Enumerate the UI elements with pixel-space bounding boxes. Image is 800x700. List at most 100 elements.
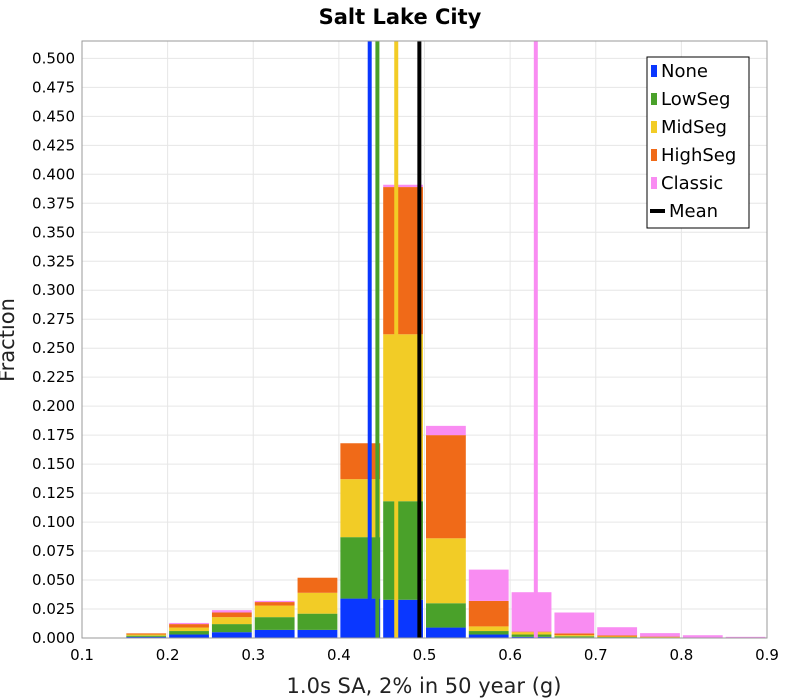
chart-title: Salt Lake City bbox=[319, 5, 482, 29]
bar-none-8 bbox=[468, 634, 509, 638]
y-tick-label: 0.175 bbox=[32, 426, 75, 444]
bar-lowseg-10 bbox=[554, 636, 595, 638]
bar-midseg-9 bbox=[511, 632, 552, 635]
bar-classic-1 bbox=[169, 622, 209, 625]
bar-classic-9 bbox=[511, 592, 552, 632]
x-axis-label: 1.0s SA, 2% in 50 year (g) bbox=[287, 674, 562, 698]
legend-label-classic: Classic bbox=[661, 173, 723, 194]
legend-swatch-highseg bbox=[651, 149, 657, 161]
y-tick-label: 0.350 bbox=[32, 223, 75, 241]
bar-midseg-2 bbox=[211, 617, 252, 625]
x-tick-label: 0.5 bbox=[413, 646, 437, 664]
bar-highseg-5 bbox=[340, 443, 381, 480]
bar-lowseg-2 bbox=[211, 624, 252, 633]
x-tick-label: 0.1 bbox=[70, 646, 94, 664]
y-tick-label: 0.200 bbox=[32, 397, 75, 415]
bar-midseg-3 bbox=[254, 605, 295, 618]
bar-lowseg-7 bbox=[426, 603, 466, 628]
bar-highseg-4 bbox=[297, 577, 338, 593]
bar-highseg-9 bbox=[511, 631, 552, 633]
bar-classic-14 bbox=[725, 636, 766, 638]
bar-none-6 bbox=[383, 599, 423, 638]
bar-highseg-3 bbox=[254, 602, 295, 606]
bar-none-0 bbox=[126, 636, 167, 638]
bar-midseg-11 bbox=[597, 636, 638, 638]
bar-none-4 bbox=[297, 629, 338, 638]
legend-label-midseg: MidSeg bbox=[661, 117, 727, 138]
bar-highseg-1 bbox=[169, 624, 209, 628]
bar-highseg-11 bbox=[597, 635, 638, 637]
y-tick-label: 0.375 bbox=[32, 194, 75, 212]
bars bbox=[126, 184, 766, 639]
bar-none-3 bbox=[254, 629, 295, 638]
y-axis-label: Fraction bbox=[0, 298, 19, 382]
bar-highseg-8 bbox=[468, 600, 509, 627]
bar-lowseg-4 bbox=[297, 613, 338, 630]
bar-classic-8 bbox=[468, 569, 509, 601]
bar-highseg-0 bbox=[126, 633, 167, 635]
legend-label-none: None bbox=[661, 61, 708, 82]
legend-swatch-none bbox=[651, 65, 657, 77]
legend-swatch-lowseg bbox=[651, 93, 657, 105]
legend-label-highseg: HighSeg bbox=[661, 145, 736, 166]
y-tick-label: 0.125 bbox=[32, 484, 75, 502]
bar-lowseg-1 bbox=[169, 631, 209, 635]
y-tick-label: 0.000 bbox=[32, 629, 75, 647]
legend-label-mean: Mean bbox=[669, 201, 718, 222]
legend: None LowSeg MidSeg HighSeg Classic Mean bbox=[646, 56, 750, 229]
bar-midseg-5 bbox=[340, 479, 381, 538]
y-tick-label: 0.400 bbox=[32, 165, 75, 183]
bar-midseg-4 bbox=[297, 592, 338, 614]
y-tick-label: 0.275 bbox=[32, 310, 75, 328]
y-tick-label: 0.100 bbox=[32, 513, 75, 531]
y-tick-label: 0.325 bbox=[32, 252, 75, 270]
bar-highseg-7 bbox=[426, 435, 466, 539]
bar-none-7 bbox=[426, 627, 466, 638]
bar-classic-2 bbox=[211, 610, 252, 613]
bar-classic-7 bbox=[426, 425, 466, 436]
legend-swatch-midseg bbox=[651, 121, 657, 133]
bar-classic-6 bbox=[383, 184, 423, 188]
bar-highseg-12 bbox=[640, 636, 680, 638]
x-tick-label: 0.3 bbox=[241, 646, 265, 664]
bar-none-9 bbox=[511, 636, 552, 638]
bar-midseg-8 bbox=[468, 626, 509, 632]
bar-highseg-10 bbox=[554, 633, 595, 636]
bar-lowseg-11 bbox=[597, 637, 638, 638]
bar-lowseg-0 bbox=[126, 635, 167, 637]
bar-none-2 bbox=[211, 632, 252, 638]
y-tick-label: 0.025 bbox=[32, 600, 75, 618]
x-tick-label: 0.2 bbox=[156, 646, 180, 664]
mean-lines bbox=[367, 41, 538, 638]
y-axis-ticks: 0.000 0.025 0.050 0.075 0.100 0.125 0.150 0.175… bbox=[32, 49, 75, 647]
x-axis-ticks: 0.1 0.2 0.3 0.4 0.5 0.6 0.7 0.8 0.9 bbox=[70, 646, 779, 664]
x-tick-label: 0.7 bbox=[584, 646, 608, 664]
legend-label-lowseg: LowSeg bbox=[661, 89, 730, 110]
bar-lowseg-6 bbox=[383, 501, 423, 600]
bar-lowseg-8 bbox=[468, 631, 509, 635]
y-tick-label: 0.225 bbox=[32, 368, 75, 386]
bar-midseg-0 bbox=[126, 634, 167, 636]
y-tick-label: 0.425 bbox=[32, 136, 75, 154]
bar-classic-13 bbox=[682, 635, 723, 638]
bar-midseg-10 bbox=[554, 635, 595, 637]
bar-lowseg-9 bbox=[511, 634, 552, 637]
y-tick-label: 0.500 bbox=[32, 49, 75, 67]
bar-classic-11 bbox=[597, 627, 638, 636]
bar-highseg-6 bbox=[383, 187, 423, 335]
y-tick-label: 0.050 bbox=[32, 571, 75, 589]
bar-none-1 bbox=[169, 634, 209, 638]
x-tick-label: 0.4 bbox=[327, 646, 351, 664]
bar-classic-10 bbox=[554, 612, 595, 634]
x-tick-label: 0.6 bbox=[498, 646, 522, 664]
bar-none-5 bbox=[340, 598, 381, 638]
bar-lowseg-3 bbox=[254, 617, 295, 630]
bar-midseg-12 bbox=[640, 637, 680, 638]
y-tick-label: 0.250 bbox=[32, 339, 75, 357]
bar-classic-3 bbox=[254, 600, 295, 603]
y-tick-label: 0.150 bbox=[32, 455, 75, 473]
plot-frame bbox=[81, 40, 768, 639]
grid bbox=[81, 41, 768, 639]
bar-midseg-6 bbox=[383, 334, 423, 502]
